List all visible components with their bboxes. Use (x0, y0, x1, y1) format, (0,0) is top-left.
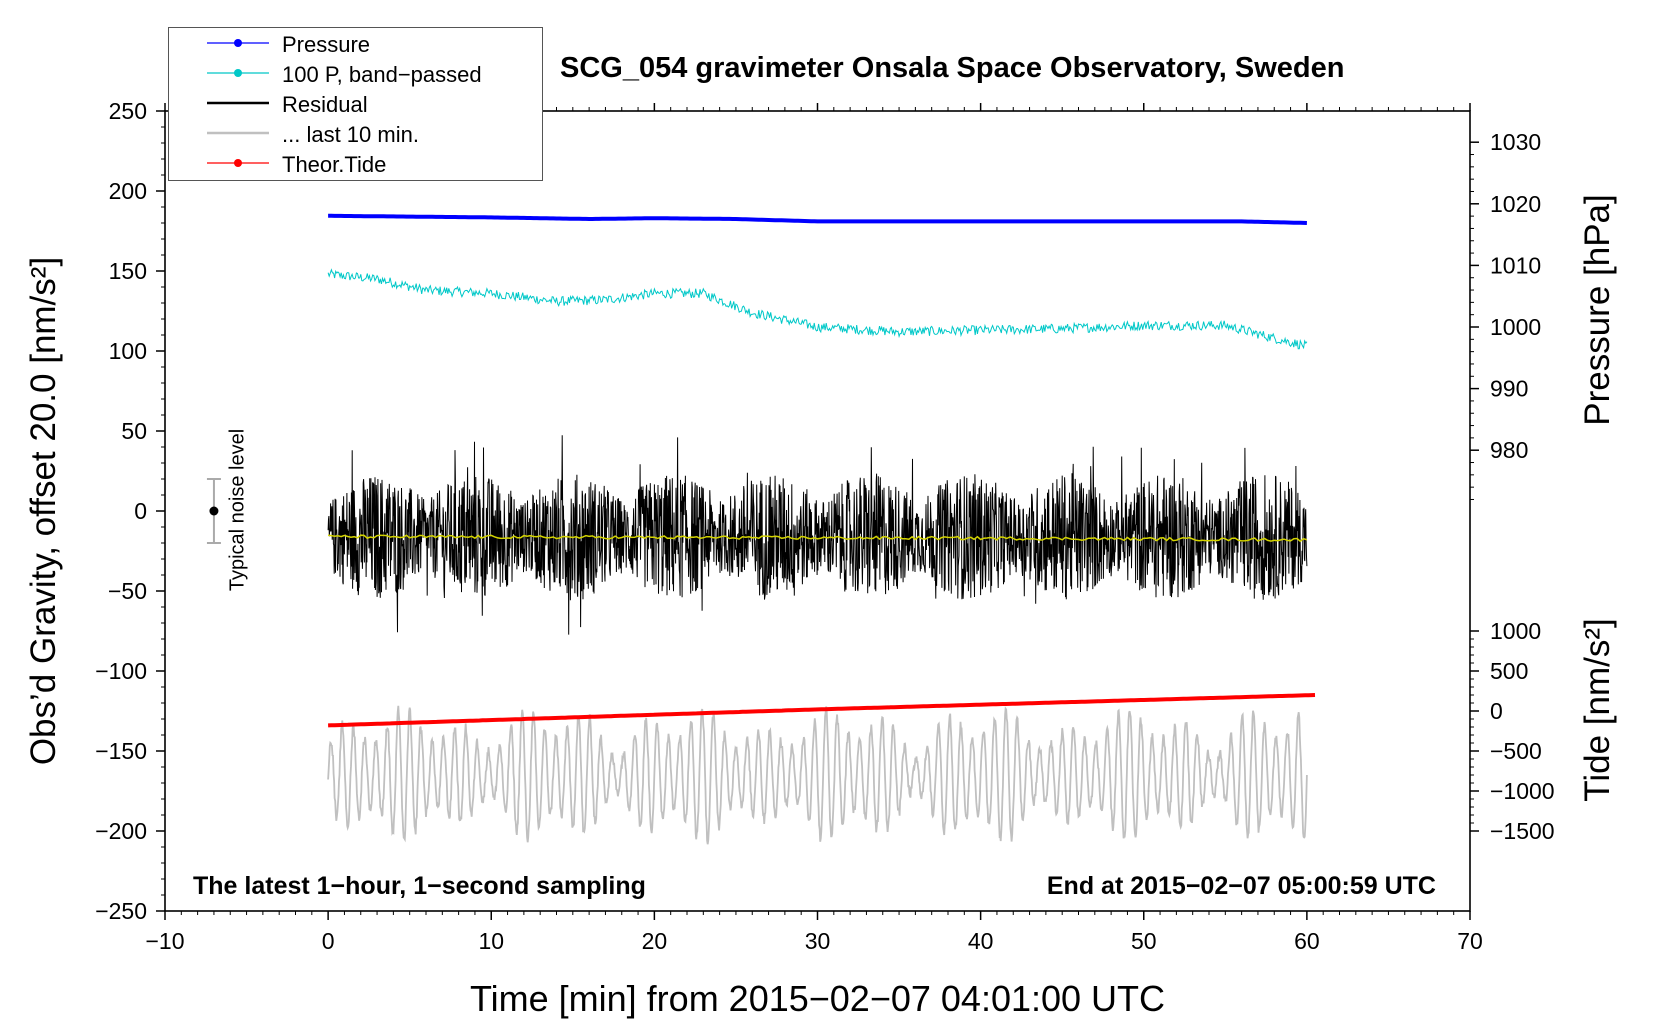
legend-swatch (207, 101, 269, 105)
series-last-10-min (327, 705, 1308, 845)
y-pressure-tick-label: 990 (1490, 376, 1528, 402)
y-pressure-tick-label: 980 (1490, 437, 1528, 463)
legend-entry: Residual (169, 90, 542, 120)
legend-entry: 100 P, band−passed (169, 60, 542, 90)
y-tide-tick-label: 0 (1490, 698, 1503, 724)
y-left-tick-label: −50 (108, 578, 147, 604)
x-tick-label: 30 (805, 928, 831, 954)
legend-label: 100 P, band−passed (282, 62, 482, 87)
series-theoretical-tide (328, 693, 1316, 728)
y-axis-label-pressure: Pressure [hPa] (1578, 194, 1617, 426)
axes-layer: −10 0 10 20 30 40 50 60 70250200150100500−50−100… (95, 98, 1554, 954)
noise-level-dot (209, 506, 219, 516)
noise-level-label: Typical noise level (226, 428, 249, 592)
y-pressure-tick-label: 1020 (1490, 191, 1541, 217)
x-tick-label: 40 (968, 928, 994, 954)
x-tick-label: 50 (1131, 928, 1157, 954)
y-left-tick-label: 50 (121, 418, 147, 444)
x-tick-label: 10 (478, 928, 504, 954)
x-tick-label: 70 (1457, 928, 1483, 954)
x-tick-label: 0 (322, 928, 335, 954)
x-tick-label: 20 (642, 928, 668, 954)
y-tide-tick-label: −1000 (1490, 778, 1555, 804)
y-tide-tick-label: 500 (1490, 658, 1528, 684)
y-left-tick-label: −200 (95, 818, 147, 844)
legend-swatch (207, 159, 269, 167)
y-axis-label-left-text: Obs’d Gravity, offset 20.0 [nm/s²] (24, 256, 63, 766)
chart-title: SCG_054 gravimeter Onsala Space Observat… (560, 52, 1345, 84)
y-left-tick-label: −150 (95, 738, 147, 764)
y-left-tick-label: 150 (109, 258, 147, 284)
series-residual-mean (328, 534, 1308, 543)
y-pressure-tick-label: 1010 (1490, 252, 1541, 278)
legend-swatch (207, 39, 269, 47)
legend-label: ... last 10 min. (282, 122, 419, 147)
legend-label: Theor.Tide (282, 152, 387, 177)
series-residual (327, 435, 1308, 635)
legend-label: Pressure (282, 32, 371, 57)
y-axis-label-tide: Tide [nm/s²] (1578, 618, 1617, 802)
y-left-tick-label: −100 (95, 658, 147, 684)
x-tick-label: −10 (145, 928, 184, 954)
legend-swatch-marker (234, 39, 242, 47)
series-band-passed-pressure (327, 268, 1308, 350)
y-left-tick-label: 250 (109, 98, 147, 124)
y-left-tick-label: −250 (95, 898, 147, 924)
y-axis-label-left: Obs’d Gravity, offset 20.0 [nm/s²] (24, 257, 64, 765)
series-layer (327, 213, 1316, 845)
y-pressure-tick-label: 1000 (1490, 314, 1541, 340)
y-pressure-tick-label: 1030 (1490, 129, 1541, 155)
y-left-tick-label: 200 (109, 178, 147, 204)
legend-swatch-marker (234, 69, 242, 77)
legend-swatch (207, 131, 269, 135)
annotation-end-time: End at 2015−02−07 05:00:59 UTC (1046, 872, 1436, 900)
legend: Pressure 100 P, band−passed Residual ... la… (168, 27, 543, 181)
y-left-tick-label: 0 (134, 498, 147, 524)
series-pressure (328, 213, 1307, 225)
legend-swatch (207, 69, 269, 77)
y-tide-tick-label: −500 (1490, 738, 1542, 764)
y-tide-tick-label: 1000 (1490, 618, 1541, 644)
legend-entry: Theor.Tide (169, 150, 542, 180)
legend-entry: ... last 10 min. (169, 120, 542, 150)
legend-entry: Pressure (169, 30, 542, 60)
y-tide-tick-label: −1500 (1490, 818, 1555, 844)
annotation-sampling: The latest 1−hour, 1−second sampling (193, 872, 646, 900)
legend-swatch-marker (234, 159, 242, 167)
noise-level-marker (206, 478, 221, 544)
x-axis-label: Time [min] from 2015−02−07 04:01:00 UTC (470, 978, 1166, 1019)
x-tick-label: 60 (1294, 928, 1320, 954)
y-left-tick-label: 100 (109, 338, 147, 364)
legend-label: Residual (282, 92, 368, 117)
